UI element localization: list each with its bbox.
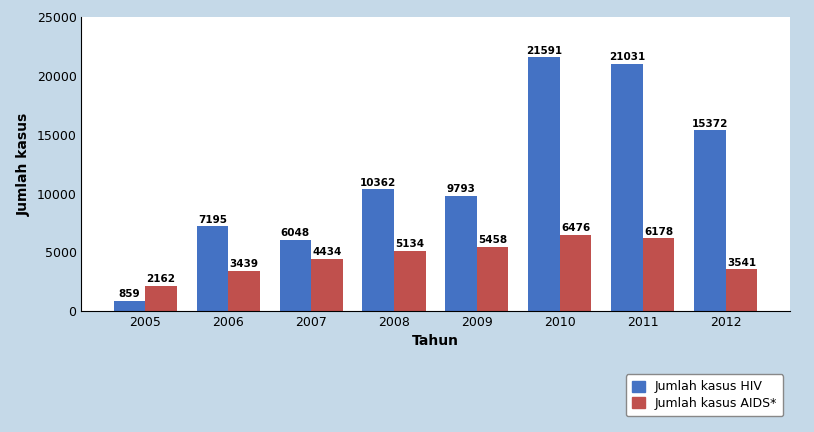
Bar (145, 286, 177, 311)
Bar (726, 270, 757, 311)
Bar (477, 247, 509, 311)
Legend: Jumlah kasus HIV, Jumlah kasus AIDS*: Jumlah kasus HIV, Jumlah kasus AIDS* (626, 374, 783, 416)
Bar (643, 238, 675, 311)
Text: 5134: 5134 (396, 239, 424, 249)
Text: 10362: 10362 (360, 178, 396, 187)
Text: 7195: 7195 (198, 215, 227, 225)
Text: 5458: 5458 (478, 235, 507, 245)
X-axis label: Tahun: Tahun (412, 334, 459, 349)
Text: 2162: 2162 (147, 274, 175, 284)
Bar (560, 235, 592, 311)
Y-axis label: Jumlah kasus: Jumlah kasus (17, 112, 31, 216)
Text: 4434: 4434 (312, 247, 342, 257)
Bar (694, 130, 726, 311)
Text: 21031: 21031 (609, 52, 646, 62)
Bar (228, 270, 260, 311)
Text: 3439: 3439 (230, 259, 258, 269)
Text: 859: 859 (119, 289, 140, 299)
Bar (445, 196, 477, 311)
Text: 3541: 3541 (727, 257, 756, 268)
Bar (362, 189, 394, 311)
Bar (311, 259, 343, 311)
Bar (611, 64, 643, 311)
Bar (528, 57, 560, 311)
Text: 6178: 6178 (644, 227, 673, 237)
Bar (196, 226, 228, 311)
Text: 15372: 15372 (692, 119, 729, 129)
Text: 9793: 9793 (447, 184, 475, 194)
Bar (394, 251, 426, 311)
Bar (279, 240, 311, 311)
Text: 6476: 6476 (561, 223, 590, 233)
Text: 21591: 21591 (526, 45, 562, 56)
Bar (114, 301, 145, 311)
Text: 6048: 6048 (281, 228, 310, 238)
